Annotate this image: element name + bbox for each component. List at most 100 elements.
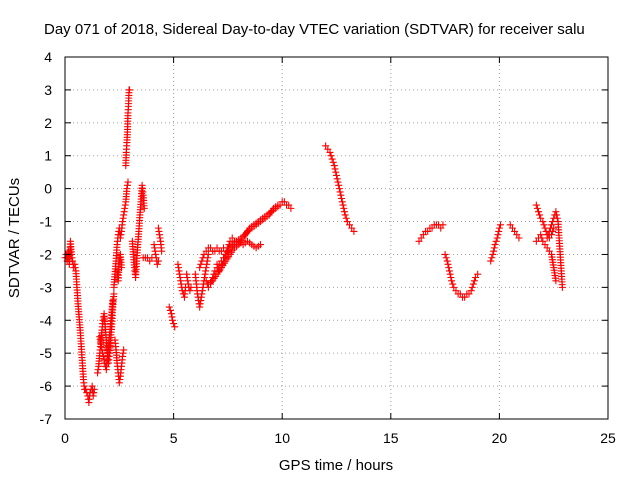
data-point (100, 356, 108, 364)
y-tick-label: 0 (44, 181, 52, 197)
data-point (350, 227, 358, 235)
plot-frame (64, 56, 609, 420)
data-point (329, 158, 337, 166)
data-point (334, 178, 342, 186)
data-point (441, 250, 449, 258)
data-point (443, 257, 451, 265)
x-tick-label: 25 (600, 430, 616, 446)
data-point (170, 320, 178, 328)
data-point (90, 385, 98, 393)
data-point (490, 247, 498, 255)
data-point (196, 264, 204, 272)
data-point (274, 201, 282, 209)
data-point (342, 214, 350, 222)
data-point (341, 211, 349, 219)
x-tick-label: 15 (383, 430, 399, 446)
data-point (548, 221, 556, 229)
data-point (120, 346, 128, 354)
y-tick-labels: 4 3 2 1 0 -1 -2 -3 -4 -5 -6 -7 (40, 49, 53, 427)
data-point (495, 224, 503, 232)
y-tick-label: -6 (40, 378, 53, 394)
data-point (470, 277, 478, 285)
y-tick-label: 3 (44, 82, 52, 98)
data-point (493, 234, 501, 242)
data-point (495, 227, 503, 235)
data-point (158, 247, 166, 255)
data-point (197, 260, 205, 268)
data-point (445, 267, 453, 275)
data-point (467, 287, 475, 295)
x-axis-label: GPS time / hours (279, 457, 393, 474)
data-point (199, 254, 207, 262)
data-point (124, 178, 132, 186)
data-point (558, 283, 566, 291)
data-point (328, 155, 336, 163)
data-points (61, 86, 566, 407)
data-point (536, 211, 544, 219)
data-point (186, 287, 194, 295)
data-point (487, 257, 495, 265)
data-point (492, 237, 500, 245)
data-point (333, 175, 341, 183)
data-point (439, 221, 447, 229)
data-point (338, 198, 346, 206)
data-point (490, 244, 498, 252)
data-point (340, 204, 348, 212)
data-point (545, 227, 553, 235)
data-point (338, 195, 346, 203)
data-point (331, 165, 339, 173)
data-point (489, 250, 497, 258)
y-tick-label: -4 (40, 312, 53, 328)
data-point (110, 290, 118, 298)
data-point (546, 224, 554, 232)
data-point (126, 86, 134, 94)
data-point (340, 208, 348, 216)
grid-lines (65, 57, 608, 419)
axis-ticks (64, 56, 609, 420)
data-point (447, 273, 455, 281)
data-point (330, 162, 338, 170)
data-point (539, 218, 547, 226)
data-point (336, 188, 344, 196)
data-point (468, 283, 476, 291)
data-point (540, 221, 548, 229)
data-point (445, 264, 453, 272)
data-point (494, 231, 502, 239)
y-tick-label: 4 (44, 49, 52, 65)
data-point (109, 297, 117, 305)
x-tick-label: 10 (274, 430, 290, 446)
data-point (444, 260, 452, 268)
y-tick-label: -2 (40, 246, 53, 262)
data-point (337, 191, 345, 199)
data-point (154, 257, 162, 265)
data-point (117, 264, 125, 272)
data-point (442, 254, 450, 262)
data-point (537, 231, 545, 239)
data-point (198, 257, 206, 265)
y-axis-label: SDTVAR / TECUs (6, 178, 23, 298)
data-point (332, 168, 340, 176)
data-point (543, 234, 551, 242)
data-point (256, 241, 264, 249)
data-point (449, 280, 457, 288)
data-point (448, 277, 456, 285)
data-point (339, 201, 347, 209)
data-point (469, 280, 477, 288)
data-point (335, 181, 343, 189)
data-point (140, 204, 148, 212)
y-tick-label: -1 (40, 214, 53, 230)
data-point (488, 254, 496, 262)
x-tick-label: 5 (170, 430, 178, 446)
data-point (491, 241, 499, 249)
data-point (474, 270, 482, 278)
y-tick-label: -5 (40, 345, 53, 361)
data-point (153, 260, 161, 268)
data-point (553, 214, 561, 222)
data-point (171, 323, 179, 331)
x-tick-label: 0 (61, 430, 69, 446)
x-tick-labels: 0 5 10 15 20 25 (61, 430, 616, 446)
data-point (333, 171, 340, 179)
data-point (552, 208, 560, 216)
